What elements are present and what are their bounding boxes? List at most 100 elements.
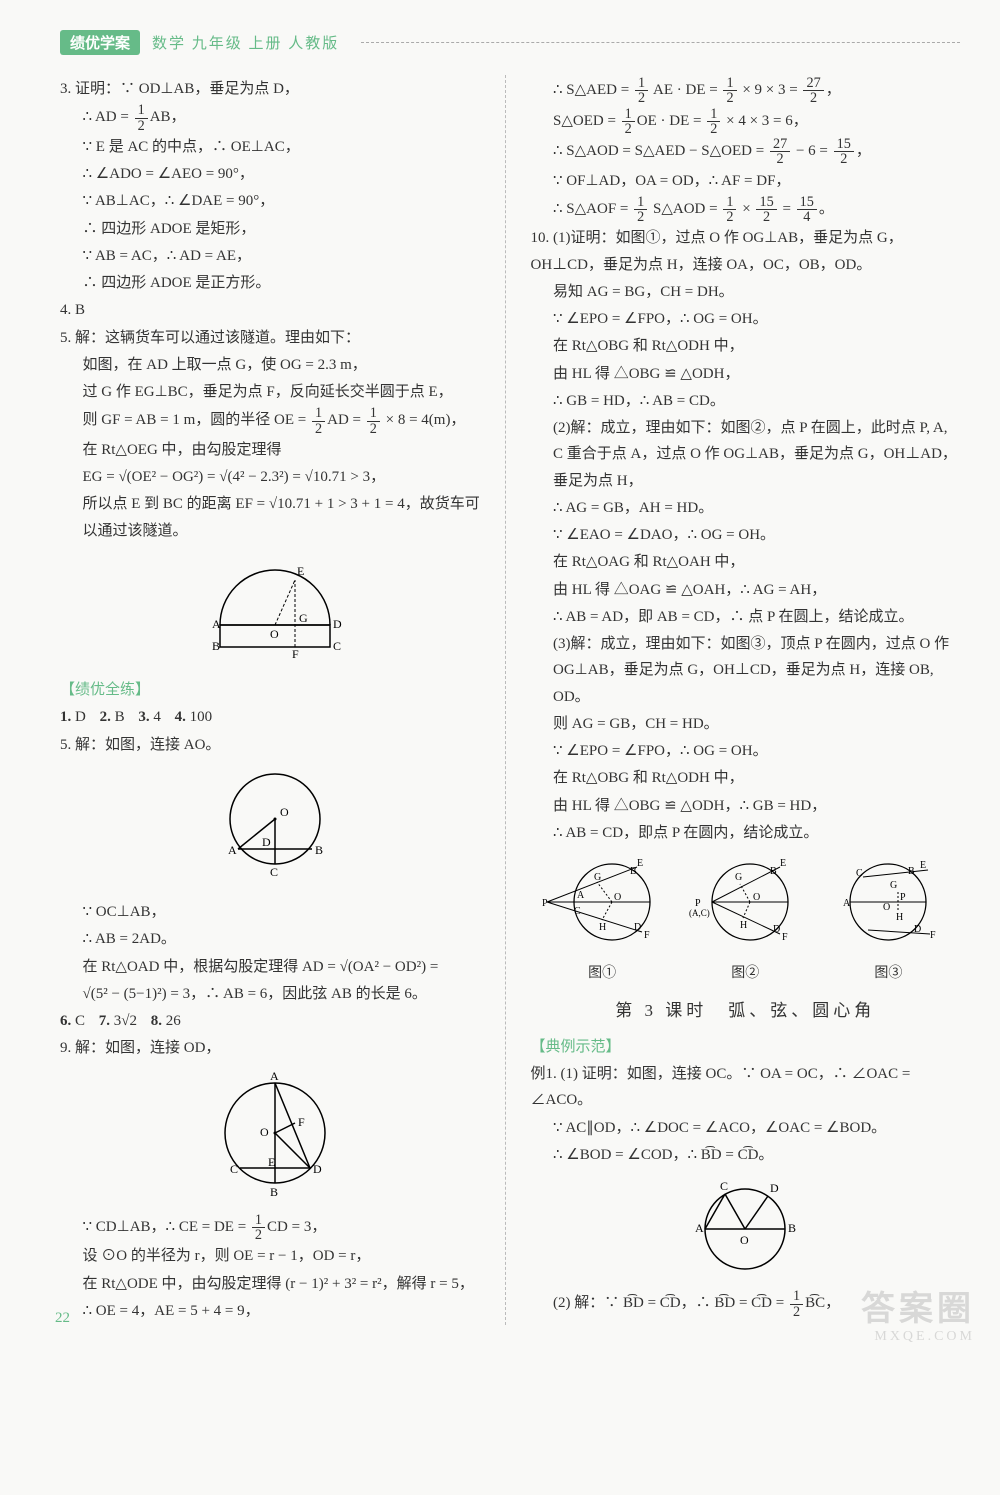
svg-text:A: A	[228, 843, 237, 857]
svg-text:G: G	[594, 872, 601, 883]
q10-l9: ∵ ∠EAO = ∠DAO，∴ OG = OH。	[531, 522, 961, 548]
svg-text:D: D	[770, 1181, 779, 1195]
r-l2: S△OED = 12OE · DE = 12 × 4 × 3 = 6，	[531, 107, 961, 137]
q10-l17: 由 HL 得 △OBG ≌ △ODH，∴ GB = HD，	[531, 793, 961, 819]
q10-l1: 10. (1)证明：如图①，过点 O 作 OG⊥AB，垂足为点 G，OH⊥CD，…	[531, 225, 961, 278]
svg-text:F: F	[930, 930, 936, 941]
svg-text:E: E	[268, 1155, 275, 1169]
q10-l5: 由 HL 得 △OBG ≌ △ODH，	[531, 361, 961, 387]
svg-text:D: D	[333, 617, 342, 631]
q10-l16: 在 Rt△OBG 和 Rt△ODH 中，	[531, 765, 961, 791]
q3-l1: 3. 证明：∵ OD⊥AB，垂足为点 D，	[60, 76, 490, 102]
svg-text:O: O	[740, 1233, 749, 1247]
q9-l2: ∵ CD⊥AB，∴ CE = DE = 12CD = 3，	[60, 1213, 490, 1243]
q9-l5: ∴ OE = 4，AE = 5 + 4 = 9，	[60, 1298, 490, 1324]
q10-l4: 在 Rt△OBG 和 Rt△ODH 中，	[531, 333, 961, 359]
q3-l2: ∴ AD = 12AB，	[60, 103, 490, 133]
dianli-title: 【典例示范】	[531, 1034, 961, 1060]
svg-text:E: E	[780, 858, 786, 869]
svg-text:O: O	[883, 902, 890, 913]
left-column: 3. 证明：∵ OD⊥AB，垂足为点 D， ∴ AD = 12AB， ∵ E 是…	[60, 75, 506, 1325]
svg-text:H: H	[599, 922, 606, 933]
q5-l4: 则 GF = AB = 1 m，圆的半径 OE = 12AD = 12 × 8 …	[60, 406, 490, 436]
q5-l7: 所以点 E 到 BC 的距离 EF = √10.71 + 1 > 3 + 1 =…	[60, 491, 490, 544]
svg-text:B: B	[270, 1185, 278, 1198]
svg-text:B: B	[315, 843, 323, 857]
svg-text:O: O	[280, 805, 289, 819]
figure-q5b: O A D B C	[60, 764, 490, 893]
svg-text:D: D	[773, 924, 780, 935]
q5b-l1: 5. 解：如图，连接 AO。	[60, 732, 490, 758]
q10-l2: 易知 AG = BG，CH = DH。	[531, 279, 961, 305]
q3-l5: ∵ AB⊥AC，∴ ∠DAE = 90°，	[60, 188, 490, 214]
svg-text:G: G	[299, 611, 308, 625]
page-header: 绩优学案 数学 九年级 上册 人教版	[60, 30, 960, 55]
svg-text:B: B	[212, 639, 220, 653]
svg-text:B: B	[770, 866, 777, 877]
svg-text:F: F	[644, 930, 650, 941]
svg-text:A: A	[270, 1069, 279, 1083]
watermark: 答案圈	[861, 1281, 975, 1330]
svg-text:D: D	[634, 922, 641, 933]
ans-row2: 6. C 7. 3√2 8. 26	[60, 1008, 490, 1034]
svg-text:G: G	[890, 880, 897, 891]
svg-text:C: C	[230, 1162, 238, 1176]
svg-text:E: E	[297, 564, 304, 578]
ex1-l3: ∴ ∠BOD = ∠COD，∴ B͡D = C͡D。	[531, 1142, 961, 1168]
q10-l18: ∴ AB = CD，即点 P 在圆内，结论成立。	[531, 820, 961, 846]
svg-text:B: B	[630, 866, 637, 877]
q5-l3: 过 G 作 EG⊥BC，垂足为点 F，反向延长交半圆于点 E，	[60, 379, 490, 405]
svg-text:D: D	[313, 1162, 322, 1176]
r-l5: ∴ S△AOF = 12 S△AOD = 12 × 152 = 154。	[531, 195, 961, 225]
svg-text:P: P	[542, 898, 548, 909]
q10-l13: (3)解：成立，理由如下：如图③，顶点 P 在圆内，过点 O 作 OG⊥AB，垂…	[531, 631, 961, 710]
q10-l3: ∵ ∠EPO = ∠FPO，∴ OG = OH。	[531, 306, 961, 332]
q9-l1: 9. 解：如图，连接 OD，	[60, 1035, 490, 1061]
header-badge: 绩优学案	[60, 30, 140, 55]
svg-text:(A,C): (A,C)	[689, 908, 710, 918]
svg-text:F: F	[298, 1115, 305, 1129]
q5b-l3: ∴ AB = 2AD。	[60, 926, 490, 952]
q10-l12: ∴ AB = AD，即 AB = CD，∴ 点 P 在圆上，结论成立。	[531, 604, 961, 630]
svg-text:C: C	[574, 906, 581, 917]
svg-text:E: E	[920, 860, 926, 871]
svg-text:B: B	[788, 1221, 796, 1235]
r-l4: ∵ OF⊥AD，OA = OD，∴ AF = DF，	[531, 168, 961, 194]
svg-text:G: G	[735, 872, 742, 883]
svg-text:O: O	[753, 892, 760, 903]
svg-text:H: H	[896, 912, 903, 923]
figure-q10-1: P A C E B G O H D F 图①	[542, 852, 662, 986]
figure-q10-3: A C E B G O P H D F 图③	[828, 852, 948, 986]
right-column: ∴ S△AED = 12 AE · DE = 12 × 9 × 3 = 272，…	[526, 75, 961, 1325]
page-number: 22	[55, 1310, 70, 1327]
figure-q10-row: P A C E B G O H D F 图①	[531, 852, 961, 986]
columns: 3. 证明：∵ OD⊥AB，垂足为点 D， ∴ AD = 12AB， ∵ E 是…	[60, 75, 960, 1325]
q5-l5: 在 Rt△OEG 中，由勾股定理得	[60, 437, 490, 463]
q9-l4: 在 Rt△ODE 中，由勾股定理得 (r − 1)² + 3² = r²，解得 …	[60, 1271, 490, 1297]
q5-l2: 如图，在 AD 上取一点 G，使 OG = 2.3 m，	[60, 352, 490, 378]
q9-l3: 设 ⊙O 的半径为 r，则 OE = r − 1，OD = r，	[60, 1243, 490, 1269]
q3-l3: ∵ E 是 AC 的中点，∴ OE⊥AC，	[60, 134, 490, 160]
svg-text:O: O	[270, 627, 279, 641]
q3-l6: ∴ 四边形 ADOE 是矩形，	[60, 216, 490, 242]
svg-text:F: F	[292, 647, 299, 660]
svg-text:B: B	[908, 866, 915, 877]
svg-text:A: A	[577, 890, 585, 901]
svg-text:O: O	[614, 892, 621, 903]
ex1-l2: ∵ AC∥OD，∴ ∠DOC = ∠ACO，∠OAC = ∠BOD。	[531, 1115, 961, 1141]
svg-text:P: P	[900, 892, 906, 903]
q3-l7: ∵ AB = AC，∴ AD = AE，	[60, 243, 490, 269]
r-l1: ∴ S△AED = 12 AE · DE = 12 × 9 × 3 = 272，	[531, 76, 961, 106]
q5b-l5: √(5² − (5−1)²) = 3，∴ AB = 6，因此弦 AB 的长是 6…	[60, 981, 490, 1007]
svg-text:E: E	[637, 858, 643, 869]
svg-text:H: H	[740, 920, 747, 931]
q10-l6: ∴ GB = HD，∴ AB = CD。	[531, 388, 961, 414]
q3-l4: ∴ ∠ADO = ∠AEO = 90°，	[60, 161, 490, 187]
svg-text:O: O	[260, 1125, 269, 1139]
header-subtitle: 数学 九年级 上册 人教版	[152, 32, 339, 53]
figure-q5: E A B O G D C F	[60, 550, 490, 669]
q10-l14: 则 AG = GB，CH = HD。	[531, 711, 961, 737]
svg-text:C: C	[720, 1179, 728, 1193]
q10-l11: 由 HL 得 △OAG ≌ △OAH，∴ AG = AH，	[531, 577, 961, 603]
lesson3-title: 第 3 课时 弧、弦、圆心角	[531, 996, 961, 1026]
